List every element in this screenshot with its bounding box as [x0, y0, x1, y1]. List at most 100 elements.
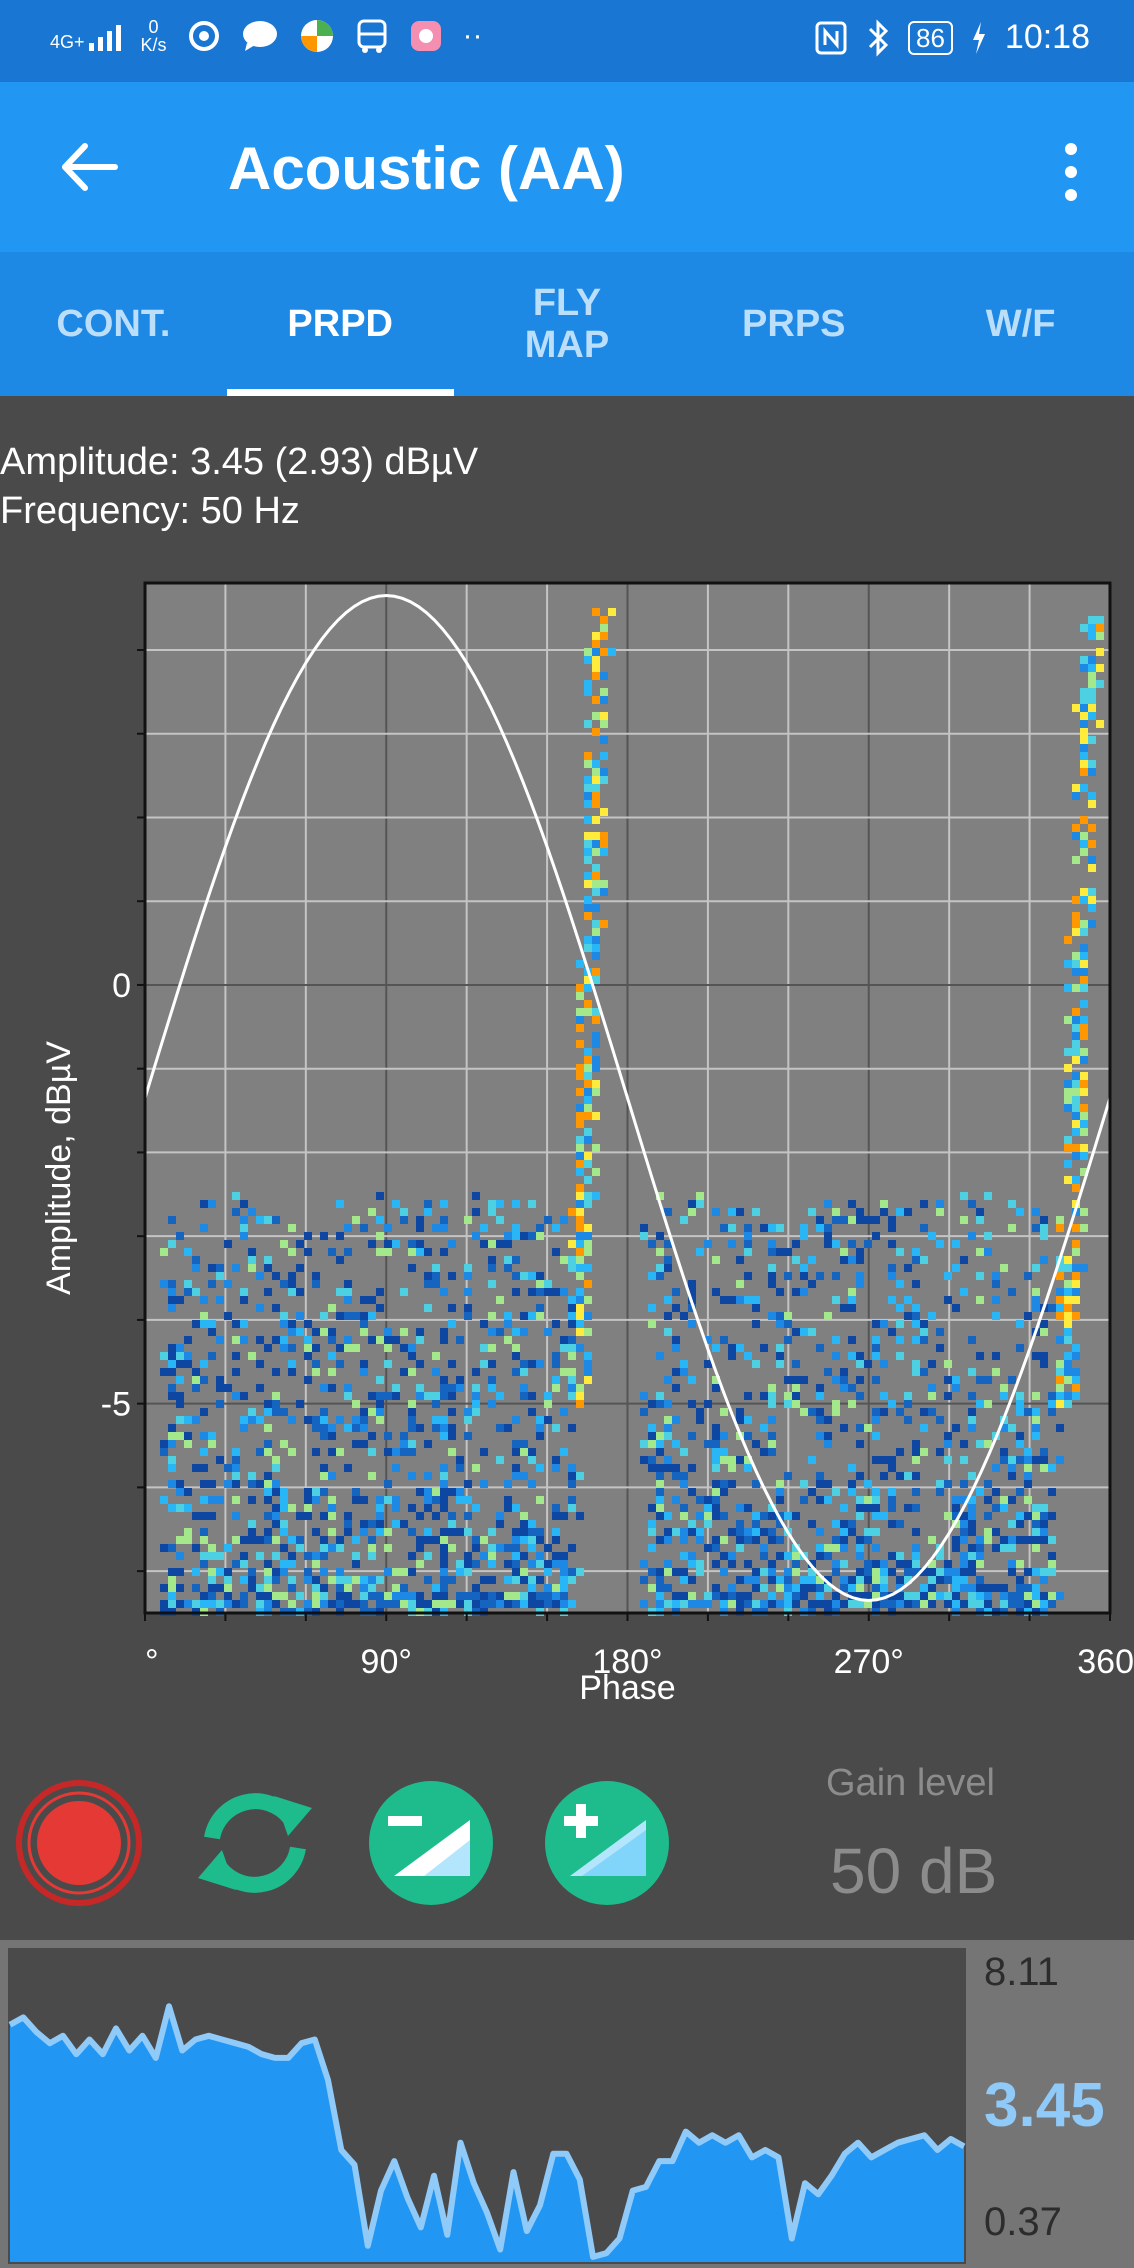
- gain-decrease-icon[interactable]: [366, 1778, 496, 1908]
- data-cell: [192, 1584, 200, 1592]
- data-cell: [912, 1456, 920, 1464]
- data-cell: [792, 1600, 800, 1608]
- data-cell: [1016, 1520, 1024, 1528]
- data-cell: [304, 1344, 312, 1352]
- refresh-icon[interactable]: [190, 1778, 320, 1908]
- data-cell: [576, 1264, 584, 1272]
- data-cell: [728, 1560, 736, 1568]
- data-cell: [168, 1216, 176, 1224]
- data-cell: [656, 1584, 664, 1592]
- data-cell: [480, 1320, 488, 1328]
- data-cell: [728, 1296, 736, 1304]
- data-cell: [512, 1352, 520, 1360]
- data-cell: [1080, 1144, 1088, 1152]
- data-cell: [400, 1344, 408, 1352]
- data-cell: [184, 1600, 192, 1608]
- data-cell: [280, 1408, 288, 1416]
- data-cell: [288, 1560, 296, 1568]
- data-cell: [496, 1424, 504, 1432]
- data-cell: [168, 1240, 176, 1248]
- data-cell: [592, 816, 600, 824]
- data-cell: [760, 1528, 768, 1536]
- bluetooth-icon: [868, 18, 889, 57]
- data-cell: [552, 1512, 560, 1520]
- data-cell: [1088, 920, 1096, 928]
- data-cell: [256, 1584, 264, 1592]
- data-cell: [968, 1392, 976, 1400]
- gain-increase-icon[interactable]: [542, 1778, 672, 1908]
- data-cell: [328, 1424, 336, 1432]
- data-cell: [528, 1560, 536, 1568]
- data-cell: [936, 1552, 944, 1560]
- data-cell: [856, 1272, 864, 1280]
- data-cell: [968, 1200, 976, 1208]
- tab-cont[interactable]: CONT.: [0, 252, 227, 396]
- data-cell: [664, 1528, 672, 1536]
- data-cell: [912, 1560, 920, 1568]
- data-cell: [520, 1528, 528, 1536]
- data-cell: [960, 1576, 968, 1584]
- data-cell: [448, 1520, 456, 1528]
- data-cell: [472, 1584, 480, 1592]
- data-cell: [384, 1592, 392, 1600]
- tab-wf[interactable]: W/F: [907, 252, 1134, 396]
- data-cell: [416, 1600, 424, 1608]
- tab-prpd[interactable]: PRPD: [226, 252, 454, 396]
- data-cell: [240, 1200, 248, 1208]
- data-cell: [496, 1240, 504, 1248]
- data-cell: [576, 1008, 584, 1016]
- data-cell: [1056, 1296, 1064, 1304]
- tab-prps[interactable]: PRPS: [680, 252, 907, 396]
- data-cell: [1040, 1448, 1048, 1456]
- data-cell: [1064, 1080, 1072, 1088]
- data-cell: [664, 1560, 672, 1568]
- tab-fly-map[interactable]: FLY MAP: [454, 252, 681, 396]
- data-cell: [464, 1408, 472, 1416]
- data-cell: [648, 1456, 656, 1464]
- data-cell: [600, 776, 608, 784]
- data-cell: [184, 1336, 192, 1344]
- data-cell: [208, 1432, 216, 1440]
- data-cell: [584, 648, 592, 656]
- data-cell: [864, 1568, 872, 1576]
- data-cell: [192, 1264, 200, 1272]
- record-icon[interactable]: [14, 1778, 144, 1908]
- data-cell: [504, 1424, 512, 1432]
- data-cell: [352, 1560, 360, 1568]
- data-cell: [592, 672, 600, 680]
- data-cell: [728, 1600, 736, 1608]
- data-cell: [712, 1464, 720, 1472]
- data-cell: [952, 1240, 960, 1248]
- data-cell: [1032, 1416, 1040, 1424]
- data-cell: [576, 1472, 584, 1480]
- data-cell: [944, 1600, 952, 1608]
- data-cell: [408, 1408, 416, 1416]
- data-cell: [1072, 1176, 1080, 1184]
- data-cell: [440, 1472, 448, 1480]
- more-vert-icon[interactable]: [1036, 137, 1106, 207]
- data-cell: [800, 1592, 808, 1600]
- data-cell: [512, 1464, 520, 1472]
- data-cell: [424, 1440, 432, 1448]
- data-cell: [640, 1408, 648, 1416]
- arrow-left-icon[interactable]: [55, 132, 125, 202]
- data-cell: [584, 680, 592, 688]
- data-cell: [784, 1312, 792, 1320]
- data-cell: [896, 1336, 904, 1344]
- data-cell: [752, 1584, 760, 1592]
- data-cell: [944, 1360, 952, 1368]
- data-cell: [824, 1200, 832, 1208]
- data-cell: [808, 1488, 816, 1496]
- data-cell: [192, 1600, 200, 1608]
- data-cell: [352, 1416, 360, 1424]
- data-cell: [816, 1576, 824, 1584]
- data-cell: [584, 1112, 592, 1120]
- data-cell: [272, 1552, 280, 1560]
- data-cell: [784, 1400, 792, 1408]
- data-cell: [464, 1496, 472, 1504]
- data-cell: [264, 1448, 272, 1456]
- data-cell: [328, 1528, 336, 1536]
- data-cell: [920, 1408, 928, 1416]
- data-cell: [712, 1584, 720, 1592]
